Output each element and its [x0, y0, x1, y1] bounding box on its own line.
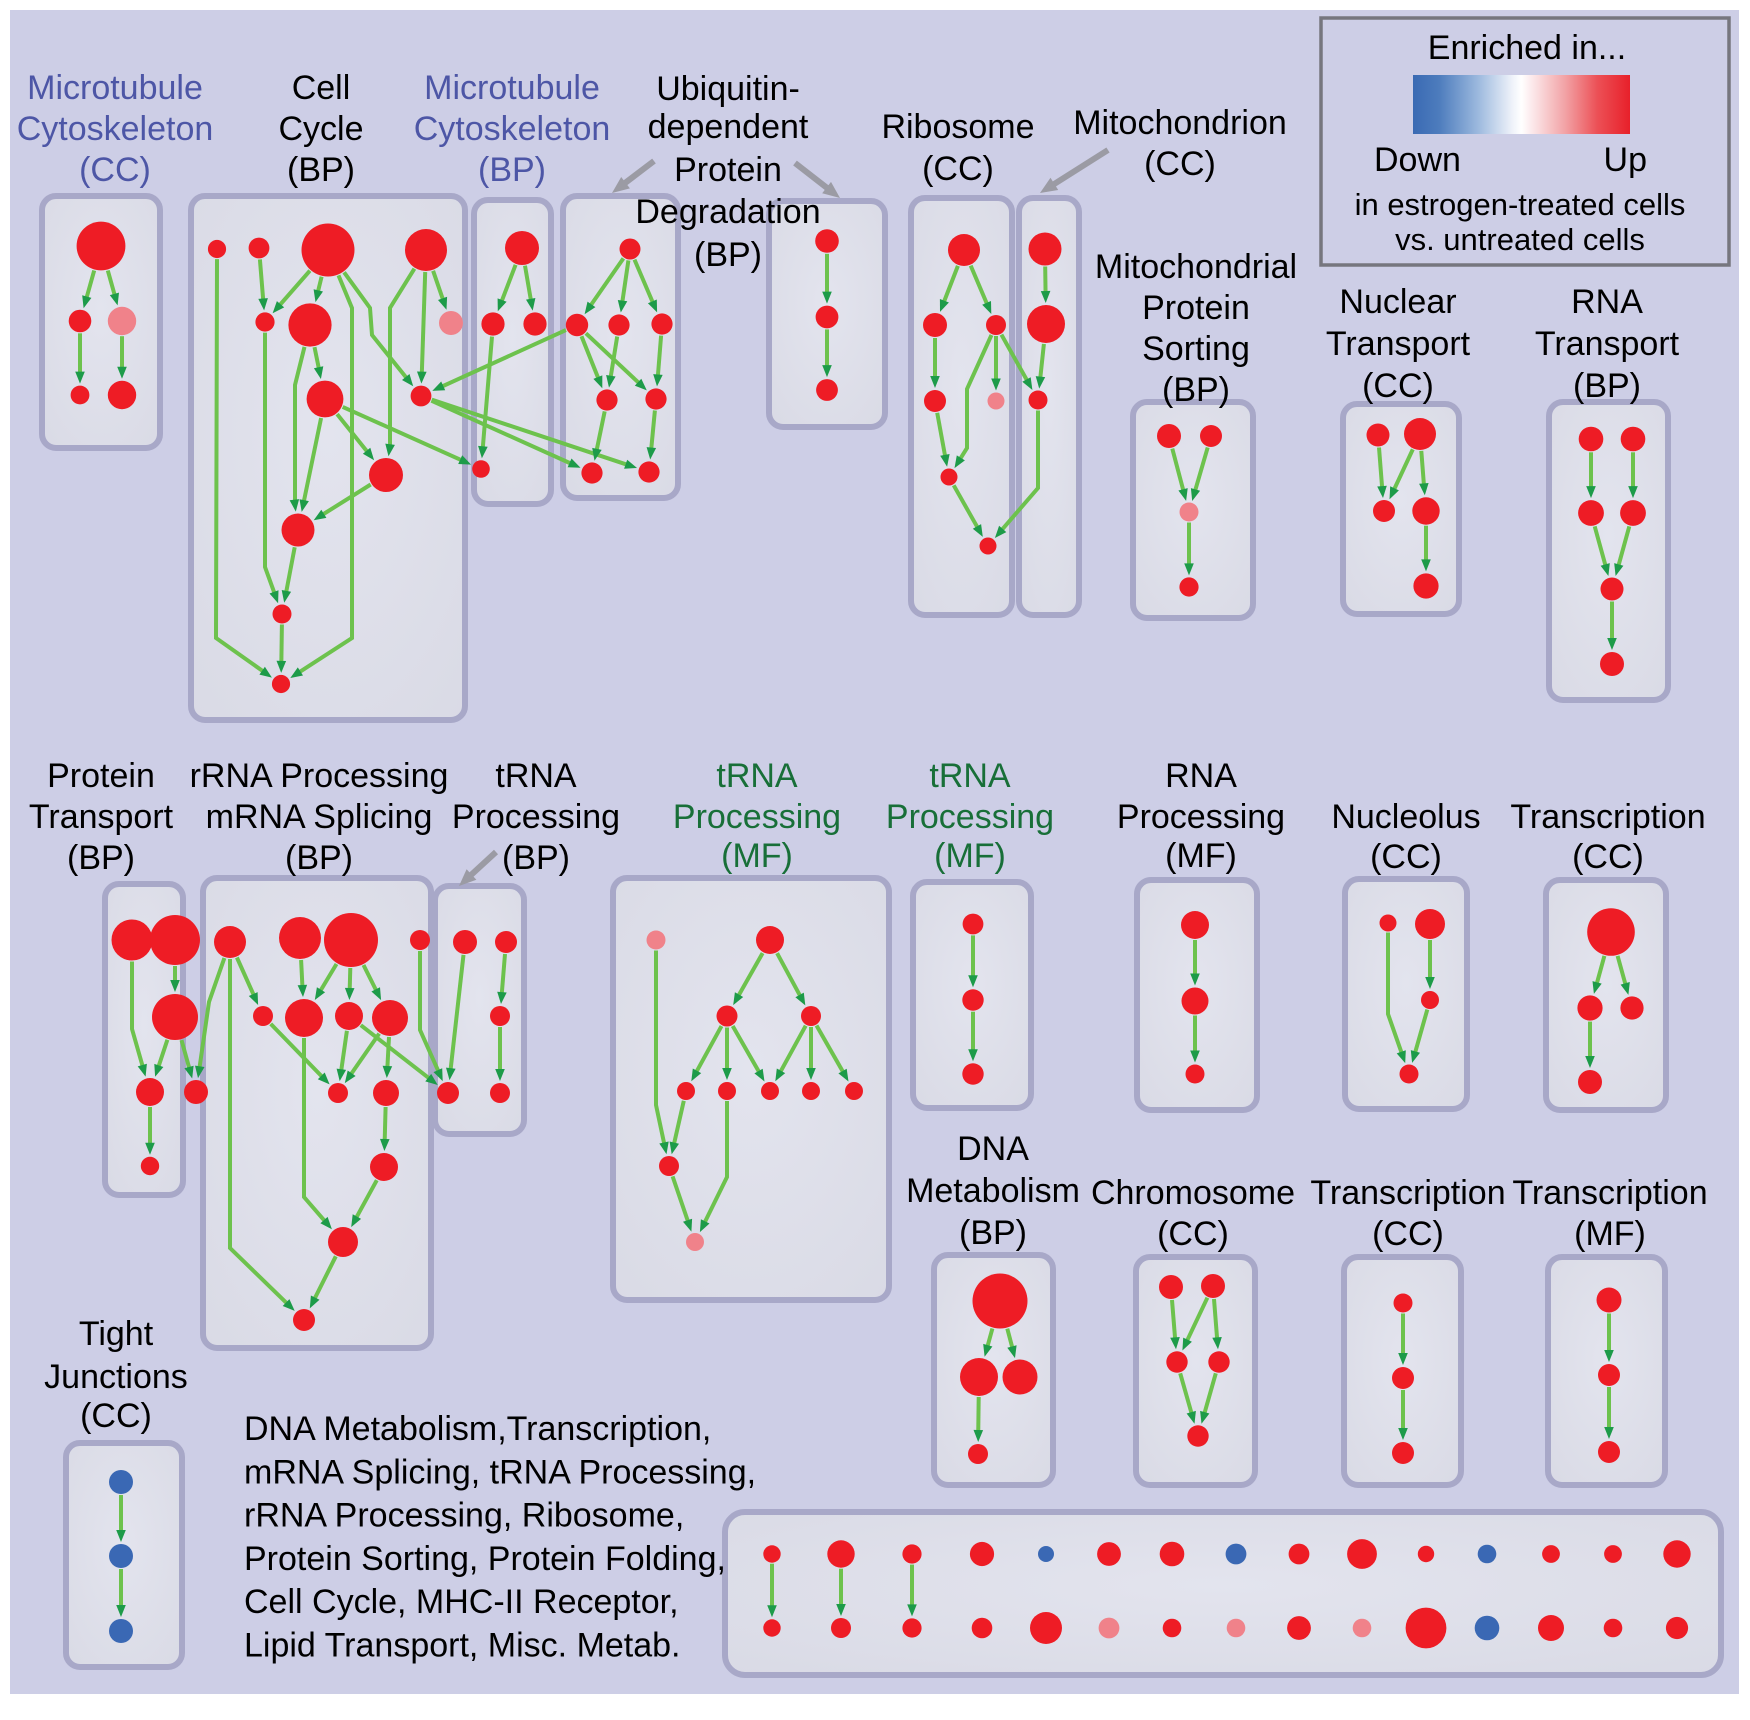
svg-text:(BP): (BP): [287, 151, 355, 189]
svg-text:(CC): (CC): [79, 151, 151, 189]
svg-text:Microtubule: Microtubule: [27, 69, 203, 107]
svg-text:Mitochondrial: Mitochondrial: [1095, 248, 1297, 286]
svg-text:(CC): (CC): [80, 1397, 152, 1435]
svg-text:(CC): (CC): [1572, 838, 1644, 876]
svg-text:Nucleolus: Nucleolus: [1331, 798, 1480, 836]
svg-text:Cell: Cell: [292, 69, 351, 107]
svg-text:Transcription: Transcription: [1510, 798, 1705, 836]
svg-text:Cytoskeleton: Cytoskeleton: [17, 110, 214, 148]
svg-text:(BP): (BP): [285, 839, 353, 877]
svg-text:(CC): (CC): [1362, 367, 1434, 405]
svg-text:Metabolism: Metabolism: [906, 1172, 1080, 1210]
svg-text:Enriched in...: Enriched in...: [1428, 29, 1626, 67]
svg-text:DNA: DNA: [957, 1130, 1029, 1168]
svg-text:Down: Down: [1374, 141, 1461, 179]
svg-text:Junctions: Junctions: [44, 1358, 188, 1396]
svg-text:(CC): (CC): [1144, 145, 1216, 183]
svg-text:Transcription: Transcription: [1512, 1174, 1707, 1212]
svg-text:(BP): (BP): [478, 151, 546, 189]
svg-text:(MF): (MF): [934, 837, 1006, 875]
svg-text:DNA Metabolism,Transcription,: DNA Metabolism,Transcription,: [244, 1410, 711, 1448]
svg-text:(CC): (CC): [922, 150, 994, 188]
svg-text:Transport: Transport: [1326, 325, 1471, 363]
svg-text:vs. untreated cells: vs. untreated cells: [1395, 222, 1645, 257]
svg-text:tRNA: tRNA: [495, 757, 577, 795]
svg-text:Processing: Processing: [452, 798, 620, 836]
svg-text:Up: Up: [1604, 141, 1647, 179]
svg-text:Processing: Processing: [673, 798, 841, 836]
svg-text:Ribosome: Ribosome: [881, 108, 1034, 146]
svg-text:Lipid Transport, Misc. Metab.: Lipid Transport, Misc. Metab.: [244, 1627, 681, 1665]
svg-text:Protein Sorting, Protein Foldi: Protein Sorting, Protein Folding,: [244, 1540, 726, 1578]
svg-text:dependent: dependent: [648, 108, 809, 146]
svg-text:(BP): (BP): [694, 236, 762, 274]
svg-text:RNA: RNA: [1165, 757, 1237, 795]
svg-text:(CC): (CC): [1157, 1215, 1229, 1253]
svg-text:Cell Cycle, MHC-II Receptor,: Cell Cycle, MHC-II Receptor,: [244, 1583, 679, 1621]
svg-text:in estrogen-treated cells: in estrogen-treated cells: [1355, 187, 1686, 222]
svg-text:Protein: Protein: [674, 151, 782, 189]
svg-text:Microtubule: Microtubule: [424, 69, 600, 107]
svg-text:tRNA: tRNA: [716, 757, 798, 795]
svg-text:Sorting: Sorting: [1142, 330, 1250, 368]
svg-text:(CC): (CC): [1370, 838, 1442, 876]
svg-text:Transport: Transport: [29, 798, 174, 836]
svg-text:rRNA Processing: rRNA Processing: [190, 757, 449, 795]
svg-text:Processing: Processing: [886, 798, 1054, 836]
svg-text:Cytoskeleton: Cytoskeleton: [414, 110, 611, 148]
svg-text:Chromosome: Chromosome: [1091, 1174, 1295, 1212]
svg-text:Protein: Protein: [1142, 289, 1250, 327]
svg-text:Degradation: Degradation: [635, 193, 820, 231]
svg-text:Cycle: Cycle: [278, 110, 363, 148]
svg-text:tRNA: tRNA: [929, 757, 1011, 795]
svg-text:(CC): (CC): [1372, 1215, 1444, 1253]
svg-text:Nuclear: Nuclear: [1339, 283, 1456, 321]
svg-text:Protein: Protein: [47, 757, 155, 795]
svg-text:Transport: Transport: [1535, 325, 1680, 363]
svg-text:RNA: RNA: [1571, 283, 1643, 321]
svg-text:(MF): (MF): [721, 837, 793, 875]
svg-text:Tight: Tight: [79, 1315, 154, 1353]
svg-text:Mitochondrion: Mitochondrion: [1073, 104, 1287, 142]
svg-text:(BP): (BP): [959, 1214, 1027, 1252]
svg-text:Transcription: Transcription: [1310, 1174, 1505, 1212]
svg-text:(BP): (BP): [67, 839, 135, 877]
svg-text:(MF): (MF): [1574, 1215, 1646, 1253]
svg-text:mRNA Splicing: mRNA Splicing: [206, 798, 433, 836]
svg-text:Processing: Processing: [1117, 798, 1285, 836]
svg-text:(BP): (BP): [1162, 371, 1230, 409]
svg-text:Ubiquitin-: Ubiquitin-: [656, 70, 800, 108]
svg-text:rRNA Processing, Ribosome,: rRNA Processing, Ribosome,: [244, 1497, 684, 1535]
svg-text:(BP): (BP): [502, 839, 570, 877]
svg-text:mRNA Splicing, tRNA Processing: mRNA Splicing, tRNA Processing,: [244, 1453, 756, 1491]
svg-text:(MF): (MF): [1165, 837, 1237, 875]
svg-text:(BP): (BP): [1573, 367, 1641, 405]
